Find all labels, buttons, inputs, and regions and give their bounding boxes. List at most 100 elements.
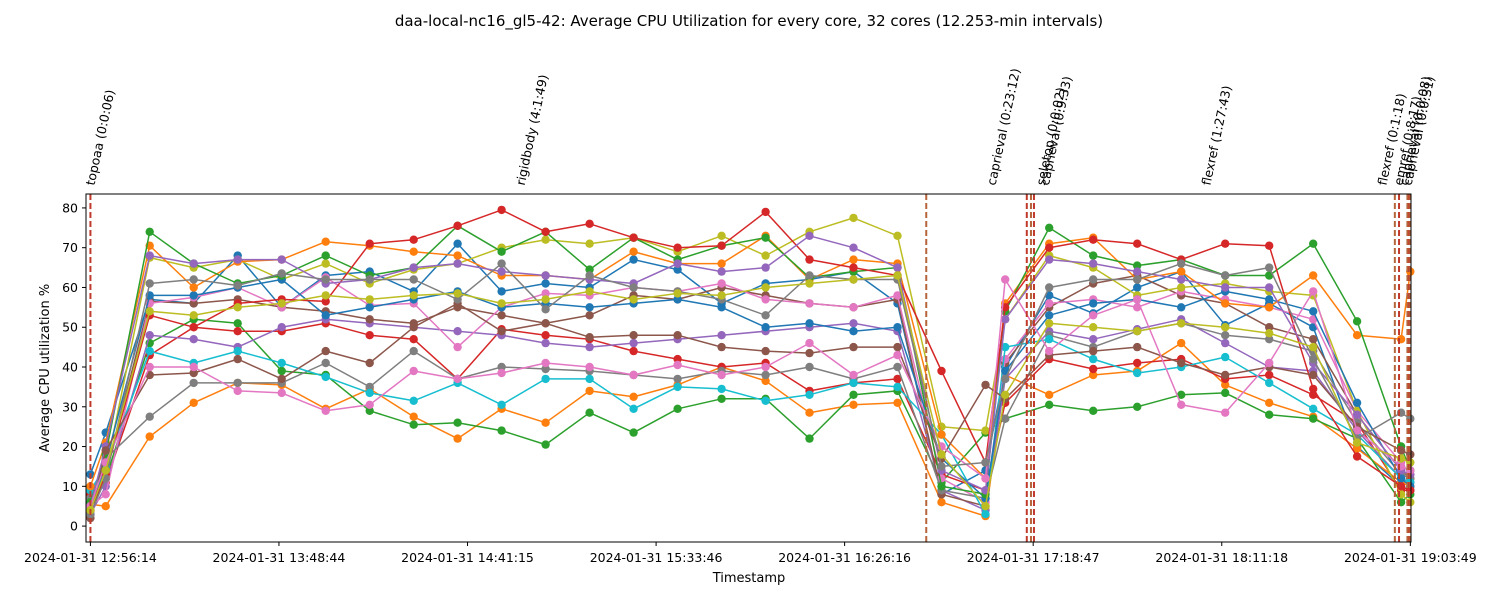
data-point-s16-4 bbox=[189, 368, 198, 378]
data-point-s2-27 bbox=[1177, 338, 1186, 348]
data-point-s12-30 bbox=[1309, 271, 1318, 280]
data-point-s2-13 bbox=[585, 386, 594, 396]
data-point-s3-5 bbox=[233, 319, 242, 328]
data-point-s8-29 bbox=[1265, 335, 1274, 344]
data-point-s8-15 bbox=[673, 374, 682, 384]
data-point-s8-8 bbox=[365, 382, 374, 392]
data-point-s14-14 bbox=[629, 233, 638, 242]
data-point-s11-17 bbox=[761, 323, 770, 332]
data-point-s2-3 bbox=[145, 432, 154, 441]
data-point-s19-31 bbox=[1352, 438, 1362, 447]
data-point-s1-10 bbox=[453, 239, 462, 248]
data-point-s16-17 bbox=[761, 346, 770, 356]
x-tick-label-6: 2024-01-31 17:18:47 bbox=[967, 550, 1100, 565]
data-point-s11-31 bbox=[1352, 398, 1362, 407]
data-point-s17-24 bbox=[1045, 346, 1054, 356]
data-point-s17-4 bbox=[189, 362, 198, 372]
data-point-s16-25 bbox=[1089, 346, 1098, 356]
data-point-s8-3 bbox=[145, 412, 154, 421]
data-point-s2-21 bbox=[937, 498, 946, 507]
y-tick-label-20: 20 bbox=[62, 439, 78, 454]
data-point-s10-14 bbox=[629, 404, 638, 413]
data-point-s15-31 bbox=[1352, 410, 1362, 419]
data-point-s14-29 bbox=[1265, 241, 1274, 250]
data-point-s18-23 bbox=[1001, 374, 1010, 384]
data-point-s3-30 bbox=[1309, 414, 1318, 423]
data-point-s15-5 bbox=[233, 255, 242, 264]
data-point-s17-31 bbox=[1352, 426, 1362, 435]
data-point-s17-11 bbox=[497, 368, 506, 378]
data-point-s19-5 bbox=[233, 303, 242, 312]
data-point-s11-25 bbox=[1089, 299, 1098, 308]
data-point-s15-18 bbox=[805, 231, 814, 240]
data-point-s14-12 bbox=[541, 227, 550, 236]
data-point-s15-12 bbox=[541, 271, 550, 280]
data-point-s15-26 bbox=[1133, 267, 1142, 276]
data-point-s13-7 bbox=[321, 251, 330, 260]
data-point-s3-24 bbox=[1045, 400, 1054, 409]
data-point-s14-31 bbox=[1352, 452, 1362, 461]
data-point-s3-13 bbox=[585, 408, 594, 417]
data-point-s16-12 bbox=[541, 319, 550, 328]
data-point-s19-26 bbox=[1133, 327, 1142, 336]
data-point-s12-7 bbox=[321, 237, 330, 246]
data-point-s10-28 bbox=[1221, 352, 1230, 362]
data-point-s1-15 bbox=[673, 265, 682, 274]
data-point-s16-15 bbox=[673, 331, 682, 340]
data-point-s18-25 bbox=[1089, 275, 1098, 284]
data-point-s17-27 bbox=[1177, 400, 1186, 409]
data-point-s9-20 bbox=[893, 231, 902, 240]
data-point-s15-16 bbox=[717, 267, 726, 276]
data-point-s12-16 bbox=[717, 259, 726, 268]
data-point-s19-28 bbox=[1221, 323, 1230, 332]
data-point-s4-5 bbox=[233, 327, 242, 336]
data-point-s17-23 bbox=[1001, 275, 1010, 284]
data-point-s14-19 bbox=[849, 263, 858, 272]
data-point-s6-13 bbox=[585, 311, 594, 320]
data-point-s16-22 bbox=[981, 380, 990, 390]
data-point-s4-12 bbox=[541, 331, 550, 340]
data-point-s19-6 bbox=[277, 299, 286, 308]
data-point-s9-12 bbox=[541, 235, 550, 244]
data-point-s5-4 bbox=[189, 335, 198, 344]
data-point-s14-26 bbox=[1133, 239, 1142, 248]
data-point-s18-9 bbox=[409, 275, 418, 284]
data-point-s17-28 bbox=[1221, 408, 1230, 417]
data-point-s19-19 bbox=[849, 275, 858, 284]
y-tick-label-40: 40 bbox=[62, 360, 78, 375]
data-point-s8-11 bbox=[497, 362, 506, 372]
data-point-s10-29 bbox=[1265, 378, 1274, 388]
y-tick-label-60: 60 bbox=[62, 280, 78, 295]
data-point-s5-19 bbox=[849, 319, 858, 328]
data-point-s17-16 bbox=[717, 370, 726, 380]
data-point-s15-17 bbox=[761, 263, 770, 272]
data-point-s19-15 bbox=[673, 289, 682, 298]
data-point-s14-18 bbox=[805, 255, 814, 264]
data-point-s17-10 bbox=[453, 374, 462, 384]
data-point-s3-8 bbox=[365, 406, 374, 415]
data-point-s17-5 bbox=[233, 386, 242, 396]
data-point-s19-9 bbox=[409, 291, 418, 300]
data-point-s17-7 bbox=[321, 406, 330, 415]
data-point-s7-24 bbox=[1045, 299, 1054, 308]
data-point-s5-12 bbox=[541, 338, 550, 348]
data-point-s3-25 bbox=[1089, 406, 1098, 415]
data-point-s8-18 bbox=[805, 362, 814, 372]
data-point-s19-29 bbox=[1265, 329, 1274, 338]
data-point-s17-6 bbox=[277, 388, 286, 398]
data-point-s2-31 bbox=[1352, 444, 1362, 453]
data-point-s3-29 bbox=[1265, 410, 1274, 419]
data-point-s10-25 bbox=[1089, 354, 1098, 364]
data-point-s11-27 bbox=[1177, 303, 1186, 312]
data-point-s7-16 bbox=[717, 279, 726, 288]
data-point-s17-17 bbox=[761, 362, 770, 372]
data-point-s10-7 bbox=[321, 372, 330, 382]
data-point-s16-16 bbox=[717, 342, 726, 352]
data-point-s11-18 bbox=[805, 319, 814, 328]
data-point-s13-26 bbox=[1133, 261, 1142, 270]
data-point-s12-9 bbox=[409, 247, 418, 256]
data-point-s3-19 bbox=[849, 390, 858, 399]
data-point-s17-14 bbox=[629, 370, 638, 380]
data-point-s9-7 bbox=[321, 259, 330, 268]
